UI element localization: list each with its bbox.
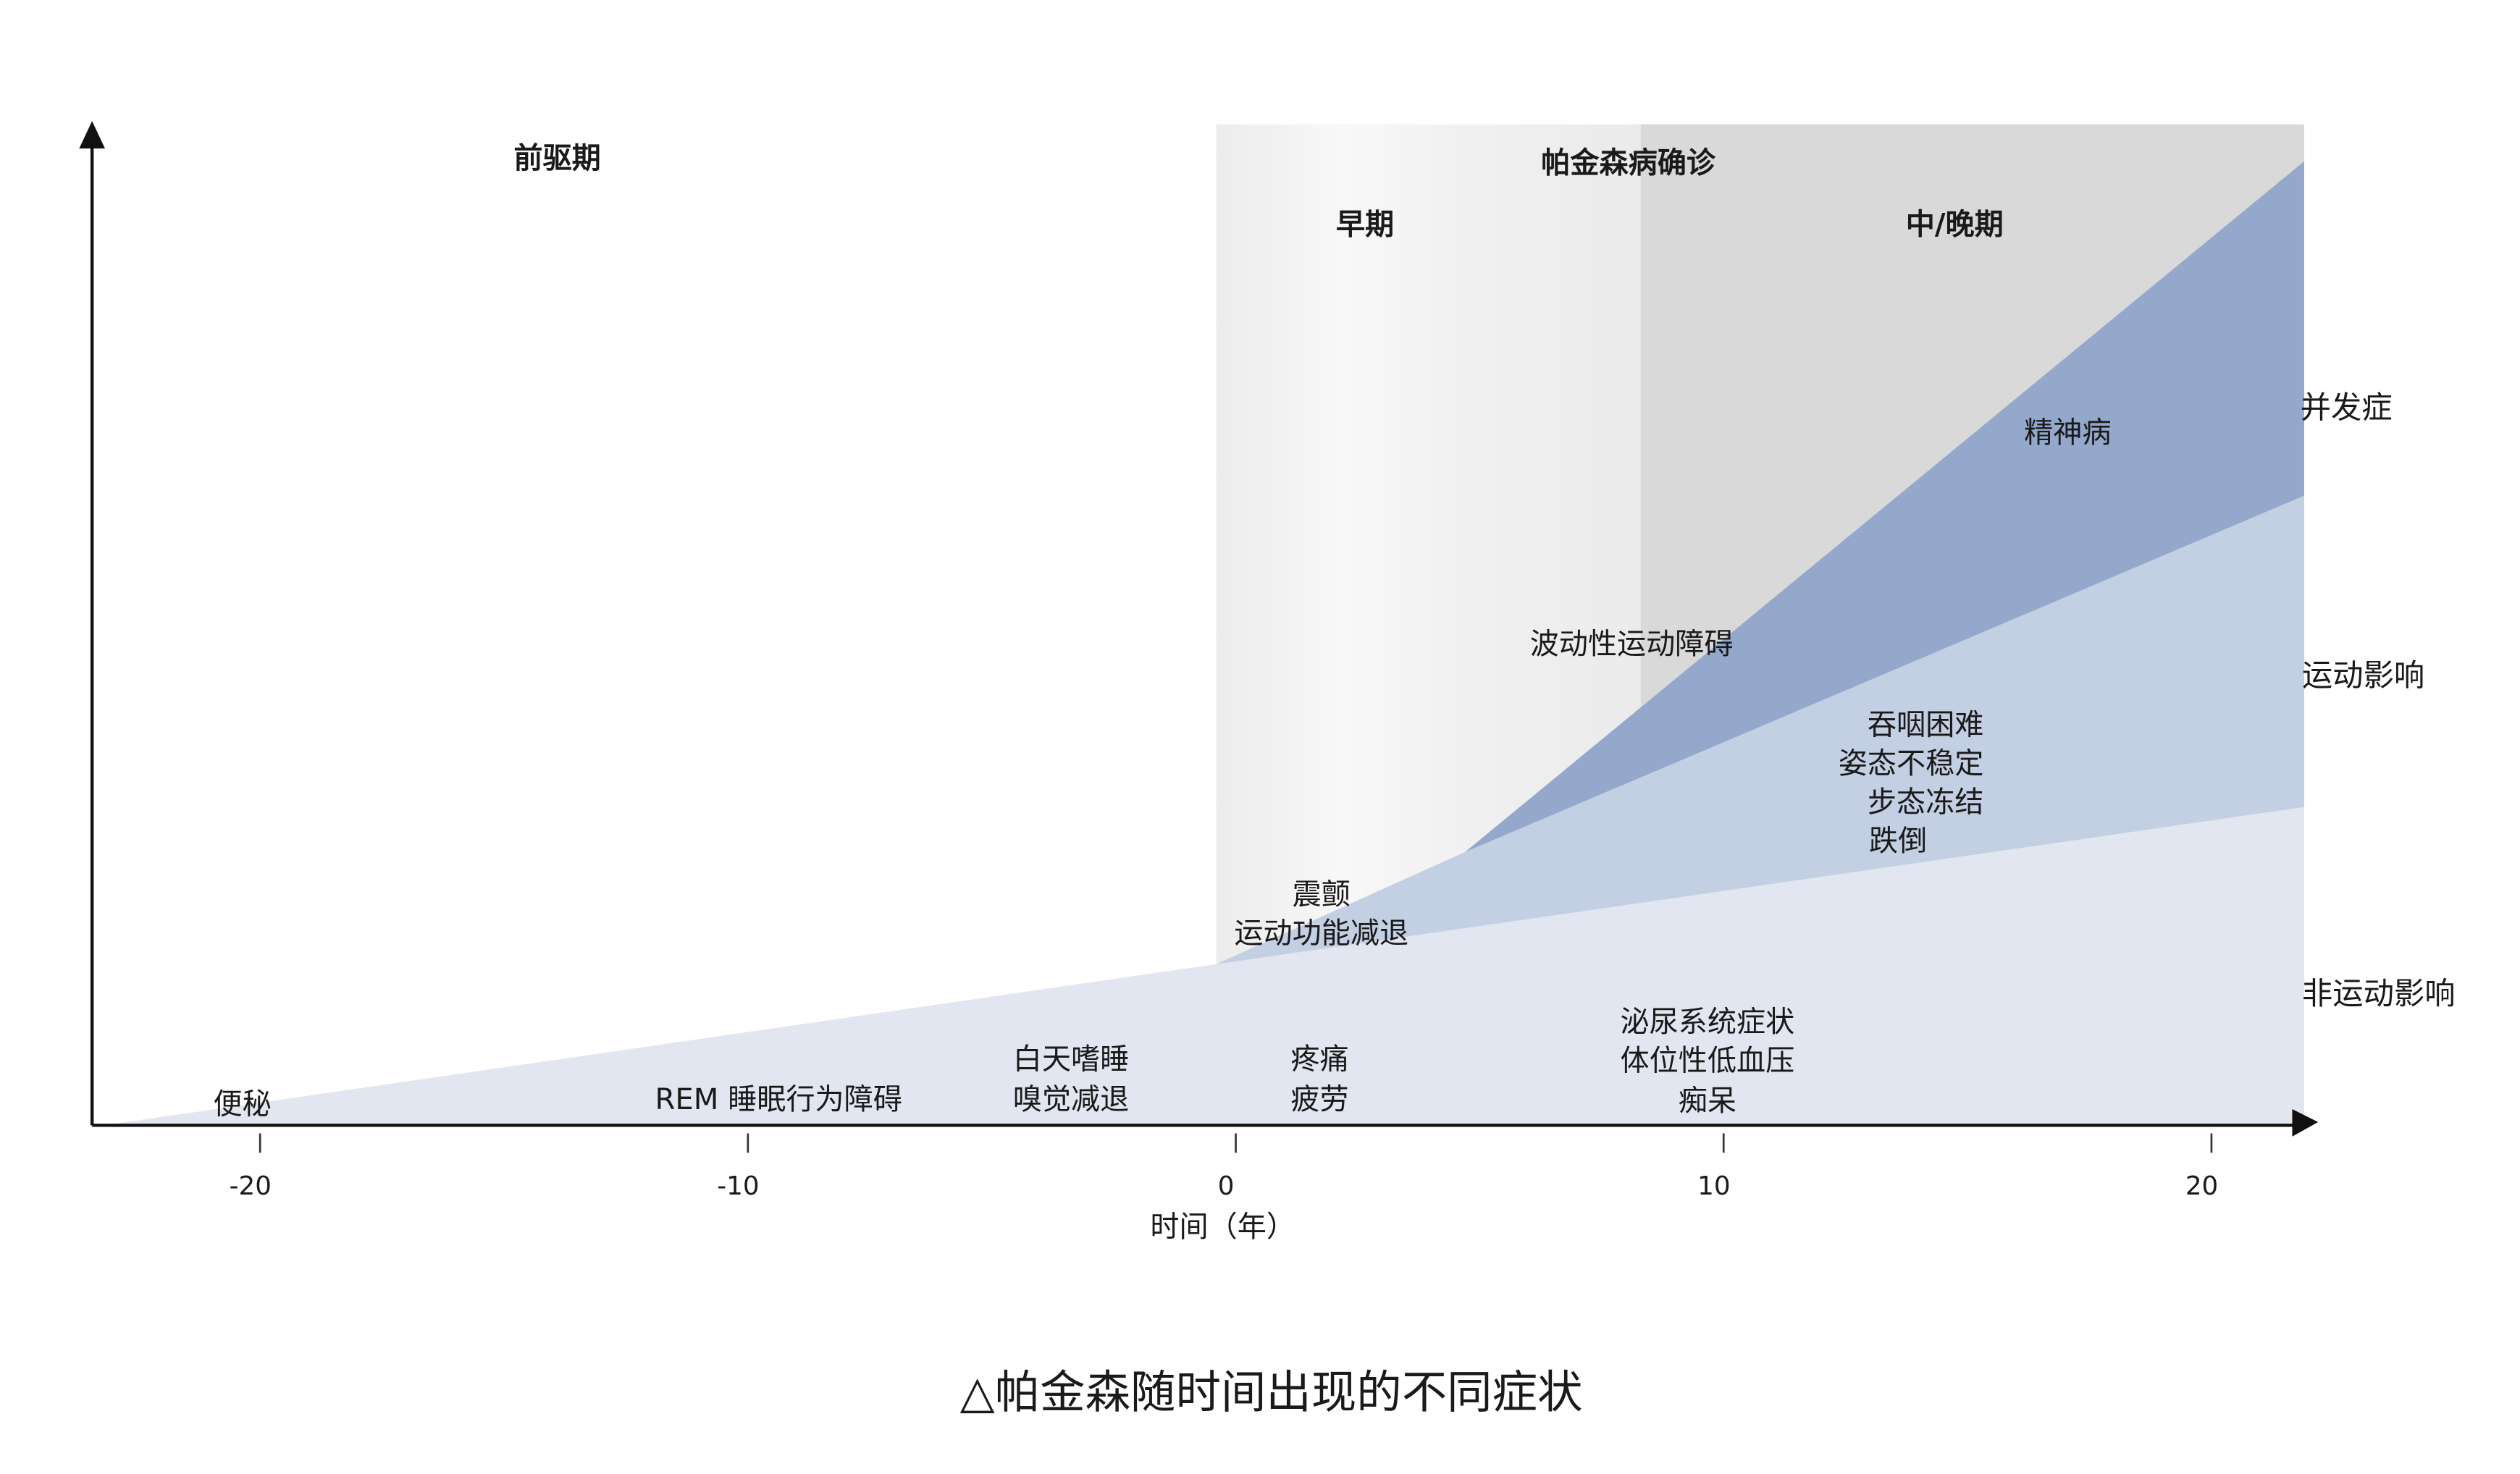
x-tick-label: 0 — [1218, 1171, 1235, 1201]
annotation-motor-late-3: 步态冻结 — [1868, 786, 1984, 820]
annotation-motor-late-4: 跌倒 — [1869, 825, 1927, 858]
annotation-dyskinesia: 波动性运动障碍 — [1530, 628, 1734, 661]
annotation-rbd: REM 睡眠行为障碍 — [655, 1083, 902, 1116]
annotation-early-nonmotor-1: 疼痛 — [1290, 1043, 1348, 1076]
x-tick-label: -10 — [717, 1171, 759, 1201]
legend-complications: 并发症 — [2301, 390, 2393, 426]
annotation-motor-early-1: 震颤 — [1293, 878, 1351, 911]
phase-label-early: 早期 — [1336, 208, 1394, 241]
x-tick-label: 10 — [1697, 1171, 1730, 1201]
x-tick-label: 20 — [2185, 1171, 2218, 1201]
annotation-prodromal-late-1: 白天嗜睡 — [1013, 1043, 1130, 1076]
annotation-motor-early-2: 运动功能减退 — [1234, 917, 1408, 950]
annotation-constipation: 便秘 — [213, 1088, 271, 1121]
x-ticks: -20 -10 0 10 20 — [230, 1133, 2218, 1201]
area-motor — [1216, 495, 2304, 964]
y-axis-arrow — [79, 121, 105, 149]
annotation-motor-late-2: 姿态不稳定 — [1839, 747, 1984, 780]
x-axis-label: 时间（年） — [1150, 1210, 1295, 1244]
area-nonmotor — [104, 807, 2304, 1126]
annotation-early-nonmotor-2: 疲劳 — [1290, 1083, 1348, 1116]
annotation-late-nonmotor-2: 体位性低血压 — [1621, 1045, 1795, 1078]
x-axis-arrow — [2292, 1109, 2319, 1137]
legend-nonmotor: 非运动影响 — [2302, 976, 2456, 1011]
annotation-late-nonmotor-3: 痴呆 — [1679, 1085, 1736, 1118]
figure-caption: △帕金森随时间出现的不同症状 — [960, 1366, 1583, 1419]
diagnosis-label: 帕金森病确诊 — [1541, 147, 1716, 180]
annotation-prodromal-late-2: 嗅觉减退 — [1013, 1083, 1130, 1116]
legend-motor: 运动影响 — [2302, 658, 2424, 694]
phase-label-prodromal: 前驱期 — [513, 142, 600, 175]
phase-label-mid-late: 中/晚期 — [1906, 208, 2004, 241]
annotation-psychosis: 精神病 — [2024, 416, 2111, 450]
annotation-late-nonmotor-1: 泌尿系统症状 — [1621, 1006, 1795, 1039]
annotation-motor-late-1: 吞咽困难 — [1868, 709, 1984, 742]
x-tick-label: -20 — [230, 1171, 272, 1201]
